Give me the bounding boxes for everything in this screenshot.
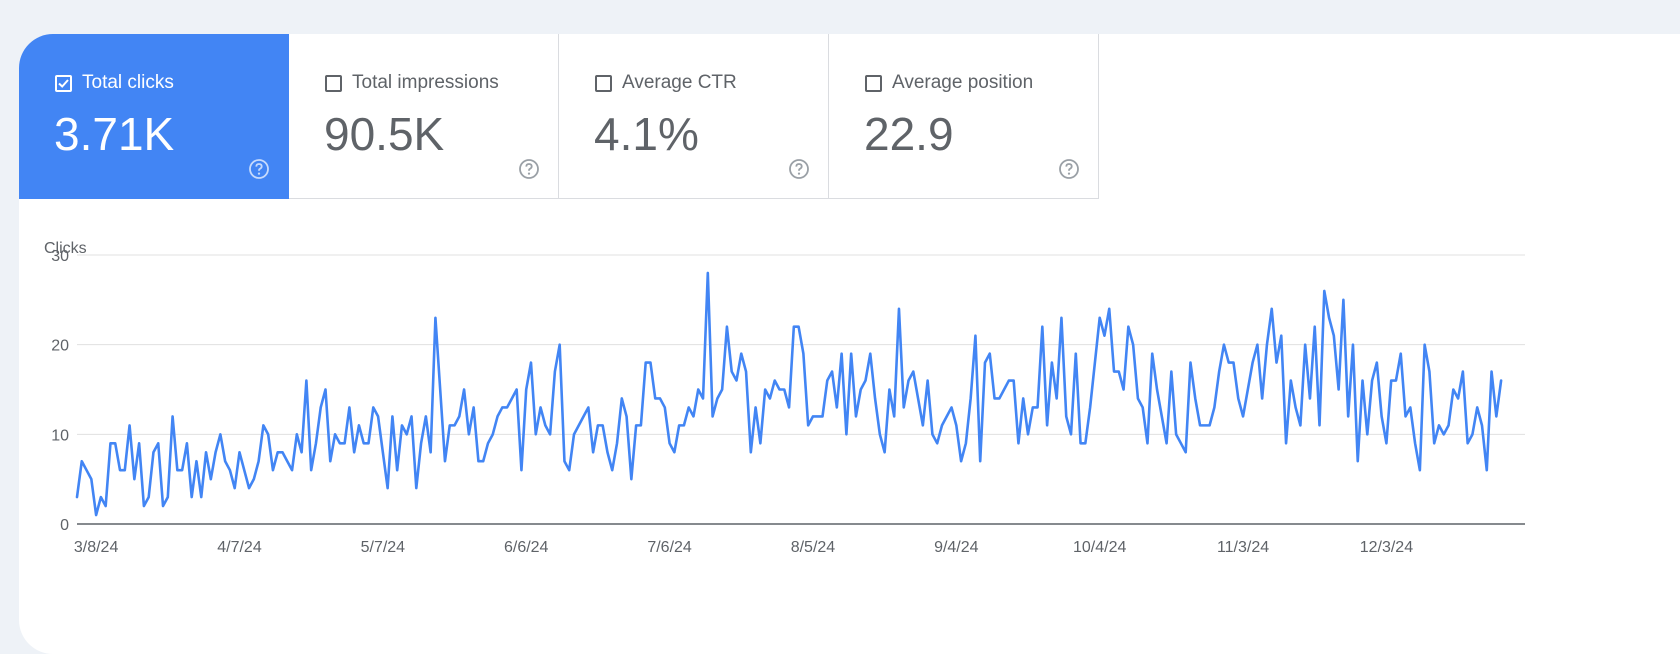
y-axis-label: Clicks (44, 240, 87, 257)
metric-value: 3.71K (54, 108, 175, 160)
x-tick-label: 8/5/24 (791, 539, 836, 556)
help-icon[interactable] (1058, 158, 1080, 180)
x-tick-label: 9/4/24 (934, 539, 979, 556)
metric-label: Average position (892, 72, 1034, 93)
checkbox-unchecked-icon[interactable] (595, 74, 612, 92)
checkbox-unchecked-icon[interactable] (325, 74, 342, 92)
metric-label: Average CTR (622, 72, 737, 93)
clicks-series-line (75, 271, 1503, 517)
y-tick-label: 0 (60, 517, 69, 534)
help-icon[interactable] (248, 158, 270, 180)
metric-total-impressions[interactable]: Total impressions 90.5K (289, 34, 559, 199)
metric-value: 22.9 (864, 108, 954, 160)
metric-label: Total clicks (82, 72, 174, 93)
x-tick-label: 11/3/24 (1217, 539, 1269, 556)
y-tick-label: 20 (51, 338, 69, 355)
x-tick-label: 6/6/24 (504, 539, 549, 556)
checkbox-checked-icon[interactable] (55, 74, 72, 92)
metric-tabs: Total clicks 3.71K Total impressions 90.… (19, 34, 1099, 200)
y-tick-label: 30 (51, 248, 69, 265)
metric-average-position[interactable]: Average position 22.9 (829, 34, 1099, 199)
metric-total-clicks[interactable]: Total clicks 3.71K (19, 34, 289, 199)
metric-value: 90.5K (324, 108, 445, 160)
x-tick-label: 5/7/24 (361, 539, 406, 556)
help-icon[interactable] (518, 158, 540, 180)
y-tick-label: 10 (51, 427, 69, 444)
clicks-line-chart: Clicks 0 10 20 30 3/8/24 4/7/24 5/7/24 6/6/24 7… (44, 240, 1525, 556)
help-icon[interactable] (788, 158, 810, 180)
x-tick-label: 4/7/24 (217, 539, 262, 556)
metric-average-ctr[interactable]: Average CTR 4.1% (559, 34, 829, 199)
performance-card: Total clicks 3.71K Total impressions 90.… (19, 34, 1680, 654)
x-tick-label: 3/8/24 (74, 539, 119, 556)
metric-label: Total impressions (352, 72, 499, 93)
metric-value: 4.1% (594, 108, 699, 160)
x-tick-label: 12/3/24 (1360, 539, 1413, 556)
x-tick-label: 7/6/24 (647, 539, 692, 556)
x-tick-label: 10/4/24 (1073, 539, 1126, 556)
checkbox-unchecked-icon[interactable] (865, 74, 882, 92)
